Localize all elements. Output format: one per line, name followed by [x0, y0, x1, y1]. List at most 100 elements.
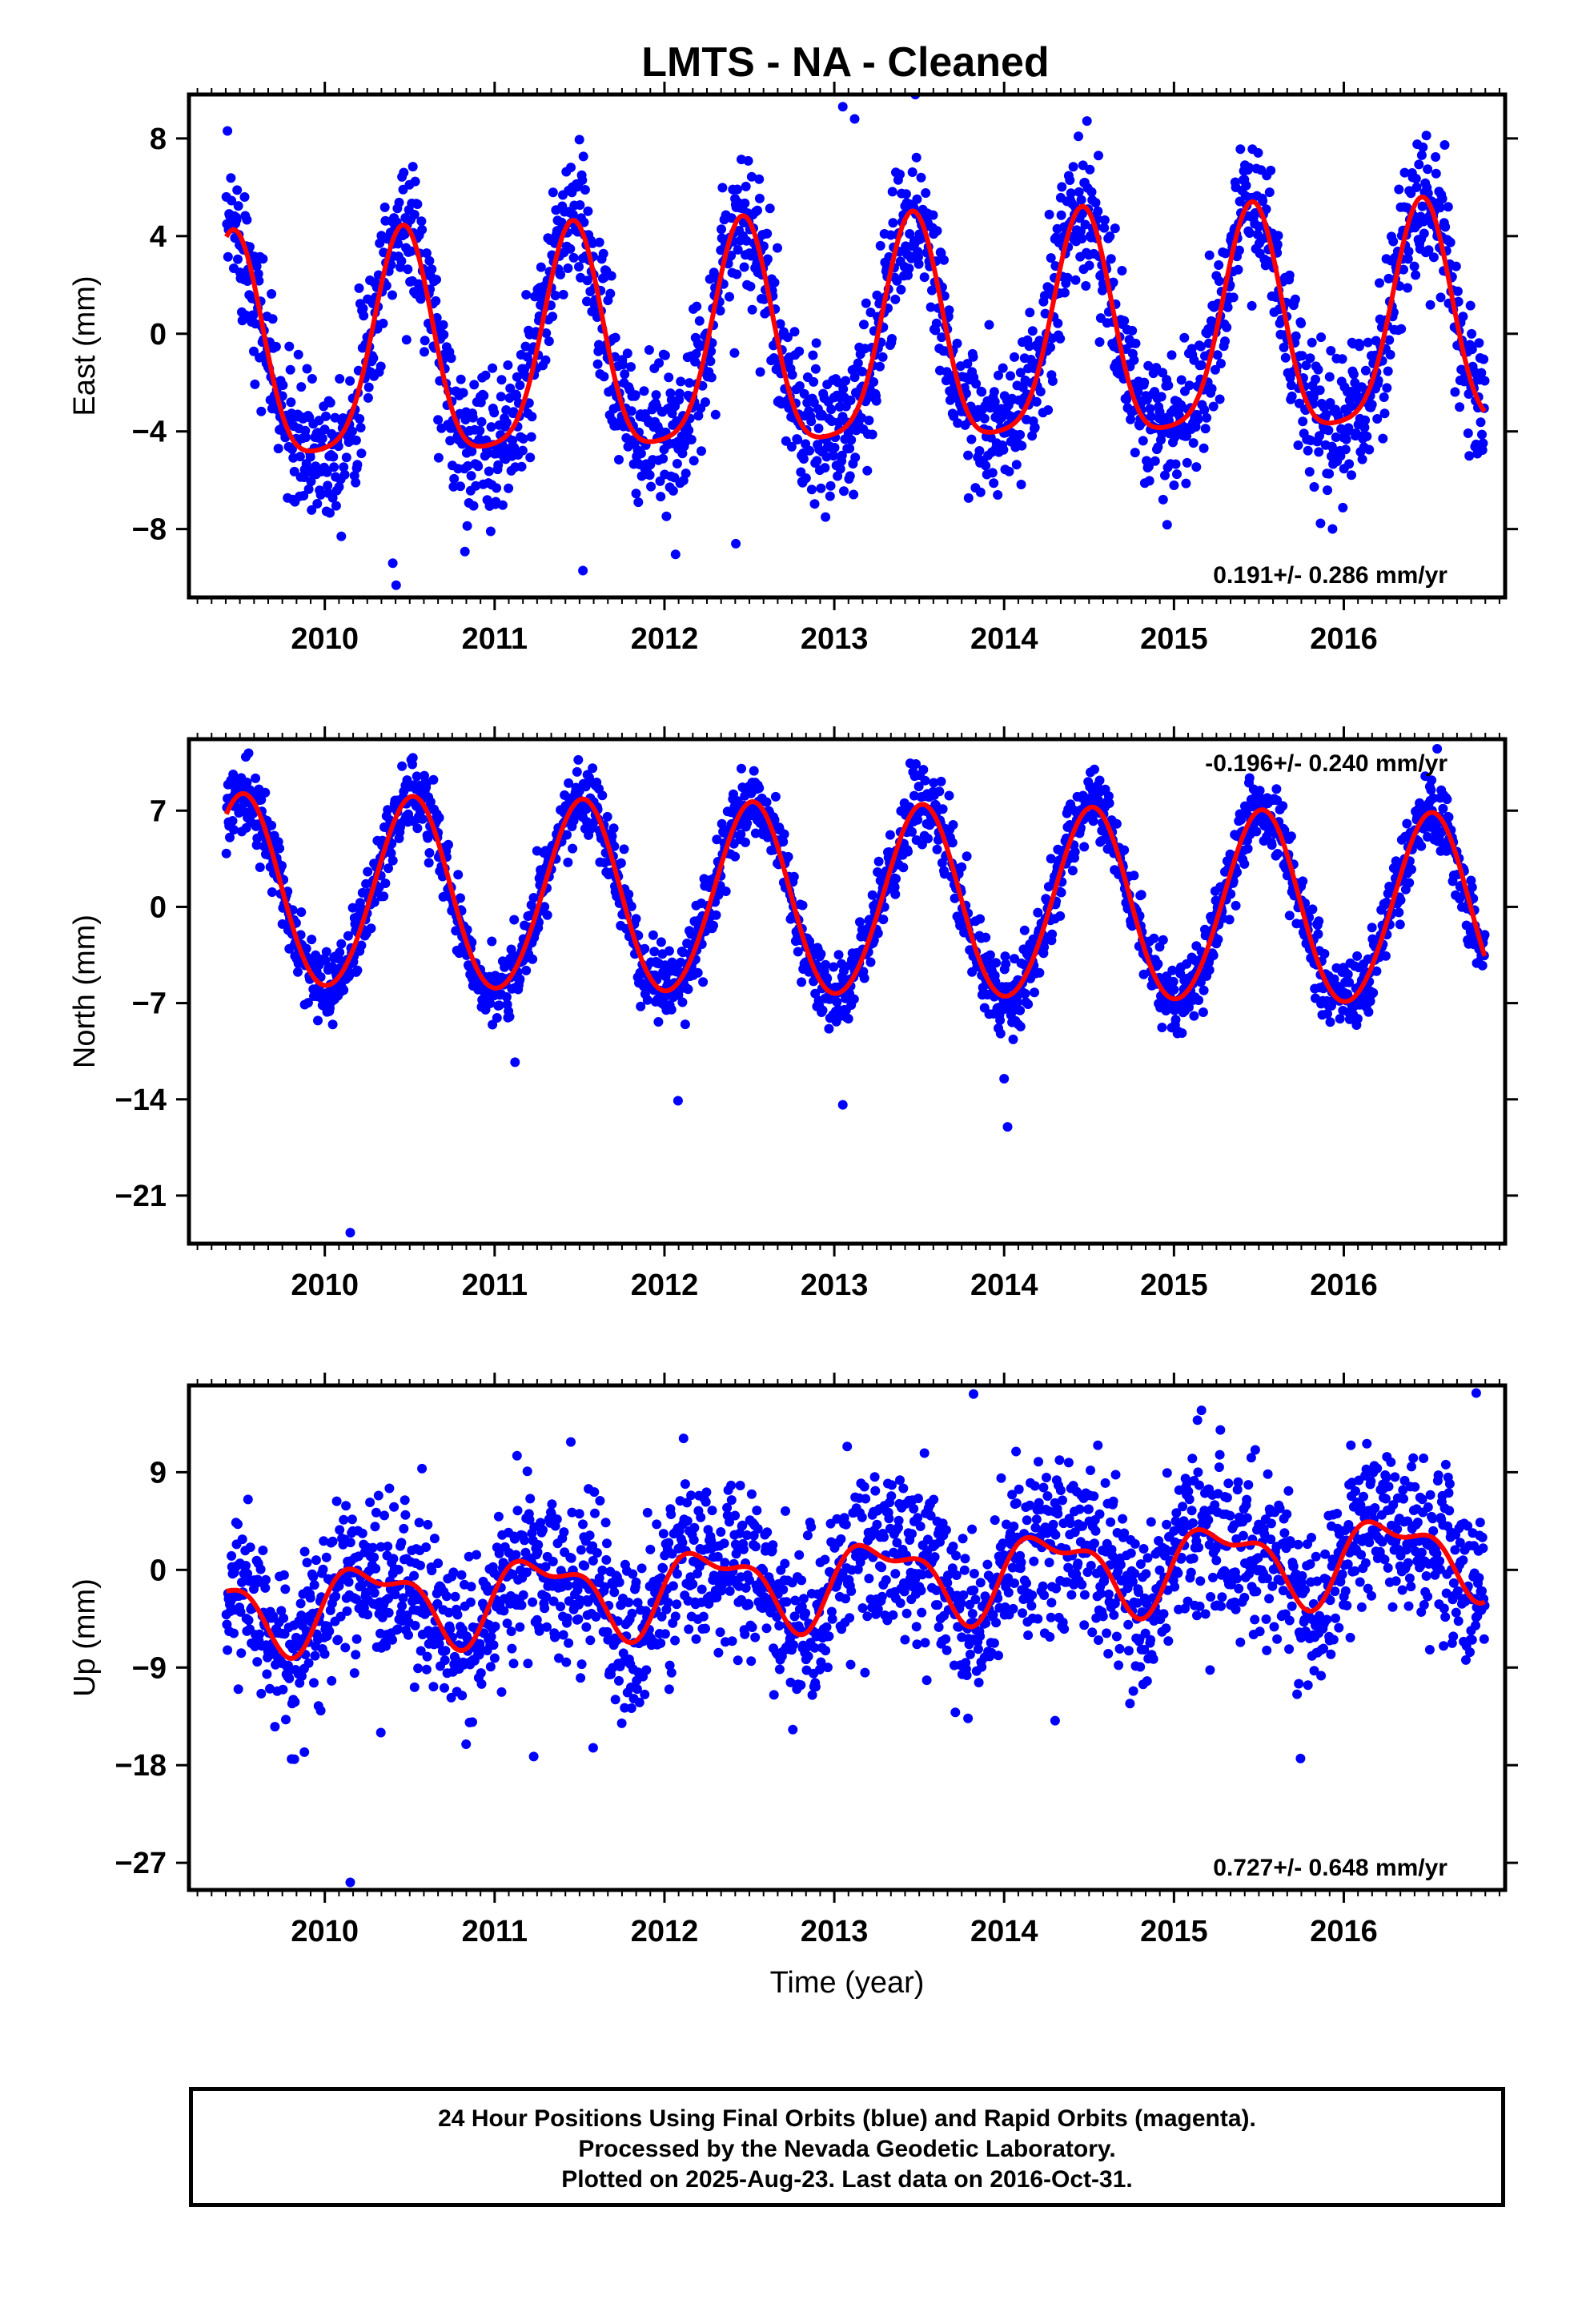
data-point: [1145, 404, 1155, 414]
data-point: [594, 340, 604, 350]
data-point: [232, 185, 243, 195]
outlier-point: [345, 1228, 355, 1238]
data-point: [223, 251, 233, 262]
data-point: [674, 388, 685, 399]
data-point: [636, 448, 646, 459]
data-point: [1394, 184, 1404, 195]
data-point: [773, 243, 782, 253]
data-point: [606, 271, 616, 281]
data-point: [820, 463, 830, 473]
data-point: [1365, 996, 1375, 1007]
data-point: [816, 483, 826, 493]
y-tick-label: 4: [150, 220, 167, 254]
data-point: [1191, 422, 1201, 432]
data-point: [568, 252, 579, 263]
data-point: [433, 415, 444, 425]
data-point: [1090, 764, 1099, 774]
data-point: [1477, 960, 1488, 971]
data-point: [1043, 405, 1054, 415]
data-point: [1428, 793, 1439, 803]
data-point: [666, 1004, 677, 1015]
data-point: [1202, 412, 1212, 423]
data-point: [242, 215, 252, 225]
data-point: [1375, 278, 1384, 288]
rate-label: 0.191+/- 0.286 mm/yr: [1213, 562, 1447, 589]
data-point: [1301, 360, 1311, 371]
data-point: [327, 1019, 338, 1030]
data-point: [270, 1722, 280, 1732]
data-point: [307, 935, 317, 945]
data-point: [325, 508, 335, 518]
data-point: [926, 302, 936, 312]
data-point: [528, 893, 539, 903]
data-point: [829, 451, 839, 461]
data-point: [1204, 965, 1215, 975]
data-point: [1343, 423, 1354, 433]
y-axis-label: East (mm): [68, 275, 102, 416]
data-point: [406, 246, 416, 256]
data-point: [1296, 318, 1307, 328]
data-point: [1419, 228, 1429, 239]
data-point: [336, 531, 347, 541]
y-tick-label: −7: [132, 987, 167, 1021]
data-point: [515, 974, 525, 984]
data-point: [1421, 131, 1431, 141]
data-point: [1264, 187, 1275, 198]
data-point: [825, 480, 836, 491]
data-point: [1235, 144, 1246, 155]
data-point: [794, 381, 805, 391]
outlier-point: [578, 565, 588, 576]
data-point: [573, 754, 584, 765]
data-point: [1143, 360, 1154, 371]
data-point: [661, 511, 672, 521]
data-point: [542, 910, 552, 920]
data-point: [607, 831, 617, 842]
data-point: [1362, 431, 1372, 441]
data-point: [281, 1715, 291, 1725]
data-point: [859, 320, 869, 330]
data-point: [424, 848, 435, 858]
data-point: [312, 499, 323, 509]
data-point: [575, 200, 585, 210]
data-point: [1169, 984, 1179, 995]
data-point: [1108, 277, 1118, 287]
data-point: [1464, 451, 1475, 461]
data-point: [653, 1017, 664, 1027]
data-point: [786, 441, 797, 452]
data-point: [1440, 222, 1451, 232]
data-point: [1088, 816, 1098, 826]
data-point: [646, 481, 656, 492]
data-point: [746, 171, 757, 182]
data-point: [556, 269, 566, 279]
data-point: [1363, 1007, 1374, 1017]
data-point: [1184, 380, 1195, 391]
data-point: [1046, 342, 1055, 352]
data-point: [241, 310, 251, 320]
data-point: [754, 174, 765, 184]
data-point: [1030, 422, 1040, 432]
data-point: [503, 360, 513, 370]
data-point: [1272, 849, 1283, 858]
data-point: [439, 329, 449, 340]
data-point: [1189, 1011, 1199, 1021]
data-point: [492, 483, 502, 493]
data-point: [1315, 518, 1326, 529]
data-point: [517, 445, 528, 456]
data-point: [1451, 261, 1461, 271]
data-point: [740, 198, 750, 208]
data-point: [1062, 272, 1073, 283]
data-point: [987, 468, 998, 478]
data-point: [1130, 448, 1140, 458]
data-point: [387, 290, 397, 300]
data-point: [1076, 195, 1086, 205]
data-point: [351, 435, 361, 445]
data-point: [255, 1564, 266, 1574]
data-point: [417, 814, 428, 824]
data-point: [594, 237, 604, 247]
data-point: [845, 395, 856, 405]
data-point: [1416, 841, 1427, 851]
data-point: [1158, 368, 1168, 378]
data-point: [512, 391, 522, 400]
data-point: [378, 318, 388, 328]
data-point: [1117, 266, 1127, 275]
